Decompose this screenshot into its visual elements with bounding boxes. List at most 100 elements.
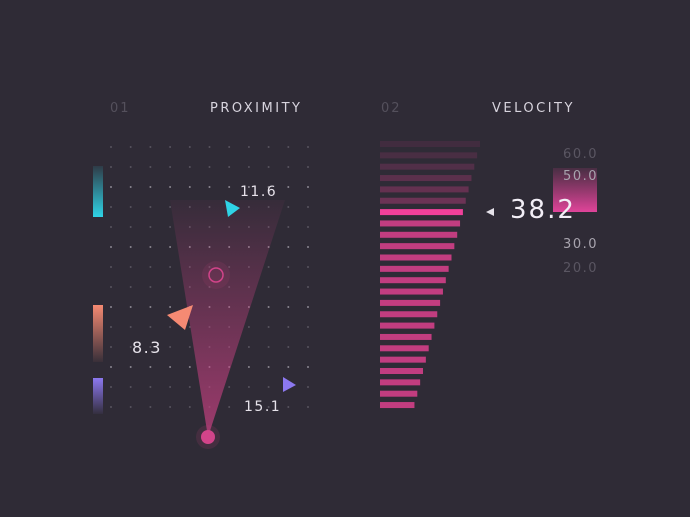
- grid-dot: [110, 406, 112, 408]
- grid-dot: [110, 146, 112, 148]
- target-triangle-purple-icon[interactable]: [283, 377, 296, 392]
- velocity-bar: [380, 197, 466, 204]
- grid-dot: [287, 306, 290, 308]
- velocity-bar: [380, 141, 480, 147]
- grid-dot: [307, 386, 309, 388]
- grid-dot: [287, 406, 290, 408]
- grid-dot: [110, 306, 112, 308]
- grid-dot: [169, 166, 172, 168]
- grid-dot: [307, 366, 309, 368]
- velocity-bar: [380, 379, 421, 386]
- grid-dot: [307, 306, 309, 308]
- target-distance-salmon: 8.3: [132, 338, 162, 357]
- grid-dot: [267, 286, 270, 288]
- grid-dot: [228, 406, 231, 408]
- velocity-bar: [380, 265, 449, 272]
- grid-dot: [129, 206, 132, 208]
- grid-dot: [149, 346, 152, 348]
- grid-dot: [188, 406, 191, 408]
- grid-dot: [129, 366, 132, 368]
- grid-dot: [307, 406, 309, 408]
- grid-dot: [267, 186, 270, 188]
- grid-dot: [287, 206, 290, 208]
- grid-dot: [129, 386, 132, 388]
- grid-dot: [169, 306, 172, 308]
- grid-dot: [169, 246, 172, 248]
- grid-dot: [188, 386, 191, 388]
- grid-dot: [149, 246, 152, 248]
- grid-dot: [129, 226, 132, 228]
- scale-tick: 50.0: [563, 169, 598, 184]
- center-glow: [202, 261, 230, 289]
- grid-dot: [267, 406, 270, 408]
- grid-dot: [287, 366, 290, 368]
- velocity-bar: [380, 299, 441, 306]
- grid-dot: [307, 166, 309, 168]
- grid-dot: [188, 146, 191, 148]
- grid-dot: [247, 386, 250, 388]
- grid-dot: [129, 266, 132, 268]
- velocity-highlight-box: [553, 168, 597, 212]
- velocity-bars: [380, 141, 480, 409]
- grid-dot: [149, 206, 152, 208]
- grid-dot: [287, 226, 290, 228]
- grid-dot: [110, 246, 112, 248]
- grid-dot: [267, 366, 270, 368]
- grid-dot: [110, 226, 112, 228]
- velocity-bar: [380, 243, 455, 250]
- grid-dot: [247, 186, 250, 188]
- grid-dot: [129, 146, 132, 148]
- current-velocity: 38.2: [510, 195, 576, 225]
- velocity-bar: [380, 356, 426, 363]
- grid-dot: [267, 266, 270, 268]
- grid-dot: [169, 286, 172, 288]
- grid-dot: [129, 186, 132, 188]
- origin-dot: [201, 430, 215, 444]
- grid-dot: [110, 206, 112, 208]
- velocity-bar: [380, 345, 429, 352]
- grid-dot: [129, 246, 132, 248]
- dot-grid: [110, 146, 309, 408]
- velocity-bar: [380, 231, 458, 238]
- target-distance-cyan: 11.6: [240, 184, 278, 200]
- grid-dot: [267, 146, 270, 148]
- grid-dot: [110, 186, 112, 188]
- target-triangle-cyan-icon[interactable]: [225, 200, 240, 217]
- grid-dot: [129, 326, 132, 328]
- grid-dot: [307, 246, 309, 248]
- target-triangle-salmon-icon[interactable]: [167, 305, 193, 330]
- grid-dot: [247, 146, 250, 148]
- grid-dot: [129, 406, 132, 408]
- grid-dot: [267, 386, 270, 388]
- velocity-bar: [380, 333, 432, 340]
- grid-dot: [228, 166, 231, 168]
- indicator-bar-purple: [93, 378, 103, 414]
- grid-dot: [287, 246, 290, 248]
- grid-dot: [188, 186, 191, 188]
- grid-dot: [149, 266, 152, 268]
- velocity-bar: [380, 311, 438, 318]
- scale-tick: 30.0: [563, 237, 598, 252]
- grid-dot: [110, 326, 112, 328]
- grid-dot: [307, 206, 309, 208]
- grid-dot: [307, 266, 309, 268]
- velocity-bar: [380, 254, 452, 261]
- grid-dot: [247, 326, 250, 328]
- grid-dot: [169, 186, 172, 188]
- grid-dot: [208, 166, 211, 168]
- grid-dot: [110, 366, 112, 368]
- velocity-bar: [380, 402, 415, 409]
- grid-dot: [129, 306, 132, 308]
- grid-dot: [287, 286, 290, 288]
- target-distance-purple: 15.1: [244, 399, 282, 415]
- velocity-bar: [380, 322, 435, 329]
- grid-dot: [228, 386, 231, 388]
- grid-dot: [247, 166, 250, 168]
- grid-dot: [188, 366, 191, 368]
- grid-dot: [149, 366, 152, 368]
- grid-dot: [307, 186, 309, 188]
- grid-dot: [129, 166, 132, 168]
- grid-dot: [307, 286, 309, 288]
- grid-dot: [110, 386, 112, 388]
